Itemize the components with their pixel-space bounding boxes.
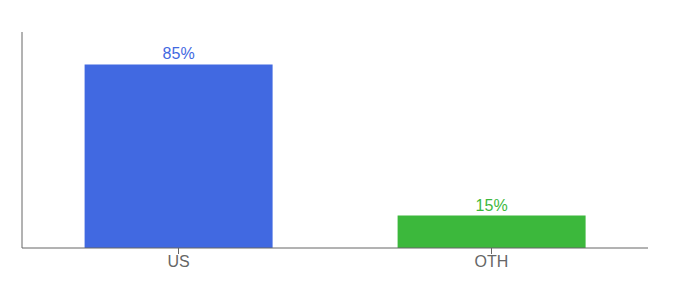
svg-text:15%: 15% (476, 197, 508, 214)
svg-text:OTH: OTH (475, 253, 509, 270)
svg-text:85%: 85% (163, 45, 195, 62)
svg-text:US: US (167, 253, 189, 270)
